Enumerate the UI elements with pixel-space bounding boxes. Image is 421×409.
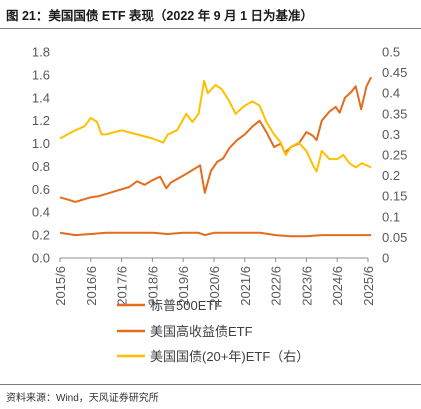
y-left-tick-label: 0.2	[32, 228, 50, 243]
x-tick-label: 2018/6	[145, 266, 160, 306]
source-note: 资料来源：Wind，天风证券研究所	[6, 393, 159, 404]
y-left-tick-label: 1.4	[32, 90, 50, 105]
title-rule	[0, 28, 421, 29]
x-tick-label: 2021/6	[238, 266, 253, 306]
footer-rule	[0, 384, 421, 385]
y-left-tick-label: 1.0	[32, 136, 50, 151]
y-right-tick-label: 0	[382, 251, 389, 266]
y-right-tick-label: 0.45	[382, 65, 407, 80]
x-tick-label: 2016/6	[84, 266, 99, 306]
y-left-tick-label: 0.4	[32, 205, 50, 220]
series-line-3	[59, 79, 372, 173]
x-tick-label: 2022/6	[269, 266, 284, 306]
x-tick-label: 2019/6	[176, 266, 191, 306]
series-line-1	[59, 76, 372, 203]
y-right-tick-label: 0.25	[382, 148, 407, 163]
y-right-tick-label: 0.1	[382, 209, 400, 224]
x-tick-label: 2015/6	[53, 266, 68, 306]
x-tick-label: 2024/6	[330, 266, 345, 306]
chart-axes: 0.0 0.2 0.4 0.6 0.8 1.0 1.2 1.4 1.6 1.8 0 0.05 0.1 0.…	[32, 45, 407, 306]
chart-legend: 标普500ETF 美国高收益债ETF 美国国债(20+年)ETF（右）	[117, 298, 309, 364]
x-tick-label: 2017/6	[115, 266, 130, 306]
legend-label-2: 美国高收益债ETF	[150, 324, 253, 339]
series-line-2	[59, 231, 372, 238]
y-right-tick-label: 0.35	[382, 106, 407, 121]
y-left-tick-label: 0.0	[32, 251, 50, 266]
chart-series	[59, 76, 372, 238]
legend-label-3: 美国国债(20+年)ETF（右）	[150, 349, 309, 364]
chart: 0.0 0.2 0.4 0.6 0.8 1.0 1.2 1.4 1.6 1.8 0 0.05 0.1 0.…	[32, 45, 407, 365]
x-tick-label: 2023/6	[299, 266, 314, 306]
legend-label-1: 标普500ETF	[150, 298, 222, 313]
y-left-tick-label: 0.6	[32, 182, 50, 197]
y-left-tick-label: 0.8	[32, 159, 50, 174]
chart-title: 图 21：美国国债 ETF 表现（2022 年 9 月 1 日为基准）	[6, 9, 314, 23]
y-right-tick-label: 0.3	[382, 127, 400, 142]
x-tick-label: 2025/6	[361, 266, 376, 306]
y-right-tick-label: 0.15	[382, 189, 407, 204]
x-tick-label: 2020/6	[207, 266, 222, 306]
y-right-tick-label: 0.5	[382, 45, 400, 60]
y-left-tick-label: 1.6	[32, 67, 50, 82]
y-right-tick-label: 0.05	[382, 230, 407, 245]
y-right-tick-label: 0.4	[382, 86, 400, 101]
y-left-tick-label: 1.2	[32, 113, 50, 128]
y-left-tick-label: 1.8	[32, 45, 50, 60]
y-right-tick-label: 0.2	[382, 168, 400, 183]
